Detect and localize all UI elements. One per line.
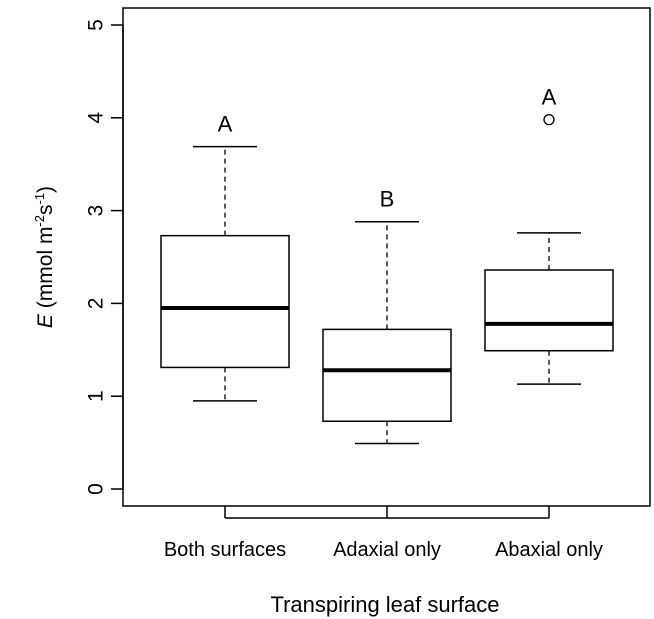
x-axis: Both surfaces Adaxial only Abaxial only	[164, 506, 603, 561]
y-axis-title: E (mmol m-2s-1)	[32, 186, 57, 328]
box-3: A	[484, 85, 614, 385]
y-axis: 0 1 2 3 4 5	[85, 19, 124, 495]
x-tick-label: Adaxial only	[333, 539, 441, 561]
y-tick-label: 2	[85, 298, 108, 310]
y-axis-unit-sup1: -2	[32, 215, 47, 227]
box-1: A	[160, 112, 290, 402]
y-tick-label: 5	[85, 19, 108, 31]
outlier-point	[543, 114, 555, 126]
iqr-box	[484, 269, 614, 352]
x-tick-label: Abaxial only	[495, 539, 603, 561]
y-axis-unit-mid: s	[34, 204, 57, 215]
x-axis-title: Transpiring leaf surface	[270, 592, 499, 617]
significance-letter: A	[218, 112, 233, 137]
y-axis-unit-sup2: -1	[32, 193, 47, 205]
y-axis-unit-close: )	[34, 186, 57, 193]
y-tick-label: 0	[85, 483, 108, 495]
x-tick-label: Both surfaces	[164, 539, 286, 561]
significance-letter: A	[542, 85, 557, 110]
significance-letter: B	[380, 187, 395, 212]
y-tick-label: 3	[85, 205, 108, 217]
y-tick-label: 4	[85, 112, 108, 124]
iqr-box	[160, 234, 290, 369]
y-tick-label: 1	[85, 390, 108, 402]
y-axis-symbol: E	[34, 313, 57, 328]
y-axis-unit-open: (mmol m	[34, 227, 57, 315]
box-2: B	[322, 187, 452, 445]
iqr-box	[322, 328, 452, 423]
box-group: A B A	[160, 85, 614, 445]
